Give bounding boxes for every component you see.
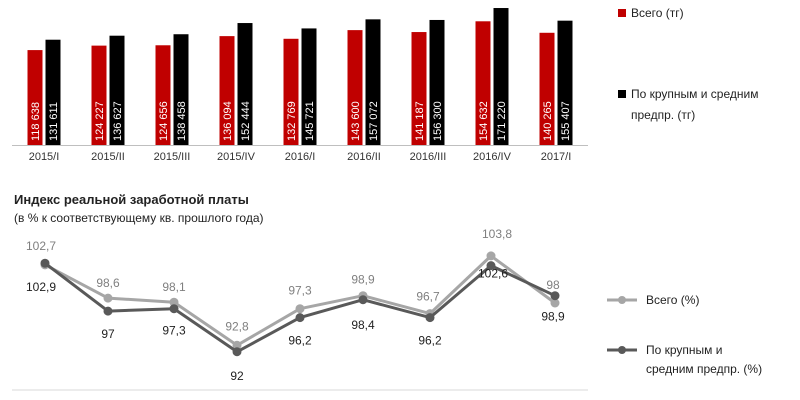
legend-label-large-line2: предпр. (тг) xyxy=(631,108,695,122)
bar-value-label-total-3: 136 094 xyxy=(222,101,234,141)
bar-x-tick-label: 2015/IV xyxy=(217,151,256,163)
line-legend: Всего (%) По крупным и средним предпр. (… xyxy=(607,293,762,376)
legend-marker-large xyxy=(618,346,626,354)
bar-large-8 xyxy=(557,20,573,145)
point-label-large-8: 98,9 xyxy=(541,310,565,324)
bar-value-label-total-4: 132 769 xyxy=(286,101,298,141)
point-large-3 xyxy=(232,347,242,357)
point-large-2 xyxy=(169,304,179,314)
bar-total-4 xyxy=(283,38,299,145)
bar-legend: Всего (тг) По крупным и средним предпр. … xyxy=(618,6,758,122)
bar-total-6 xyxy=(411,32,427,145)
bar-total-2 xyxy=(155,45,171,145)
bar-total-0 xyxy=(27,50,43,145)
bar-value-label-total-5: 143 600 xyxy=(350,101,362,141)
bar-value-label-large-0: 131 611 xyxy=(48,102,60,141)
legend-label-index-large-line2: средним предпр. (%) xyxy=(646,362,762,376)
legend-label-index-large-line1: По крупным и xyxy=(646,343,722,357)
point-label-total-4: 97,3 xyxy=(288,284,312,298)
bar-value-label-total-6: 141 187 xyxy=(414,101,426,141)
legend-swatch-total xyxy=(618,9,626,17)
bar-value-label-total-8: 140 265 xyxy=(542,101,554,141)
bar-x-tick-label: 2015/II xyxy=(91,151,125,163)
point-large-5 xyxy=(358,295,368,305)
bar-value-label-large-8: 155 407 xyxy=(560,101,572,141)
bar-value-label-total-7: 154 632 xyxy=(478,101,490,141)
point-total-7 xyxy=(486,251,496,261)
point-large-0 xyxy=(40,258,50,268)
bar-value-label-large-4: 145 721 xyxy=(304,101,316,141)
bar-large-1 xyxy=(109,35,125,146)
bar-x-tick-label: 2016/I xyxy=(285,151,316,163)
bar-large-7 xyxy=(493,8,509,145)
legend-label-index-total: Всего (%) xyxy=(646,293,699,307)
legend-label-large-line1: По крупным и средним xyxy=(631,87,758,101)
line-chart: 102,7 98,6 98,1 92,8 97,3 98,9 96,7 103,8 98 102,… xyxy=(26,227,565,383)
bar-large-0 xyxy=(45,39,61,146)
point-large-8 xyxy=(550,291,560,301)
bar-total-8 xyxy=(539,32,555,146)
bar-x-tick-label: 2016/IV xyxy=(473,151,512,163)
bar-value-label-large-5: 157 072 xyxy=(368,101,380,141)
line-chart-subtitle: (в % к соответствующему кв. прошлого год… xyxy=(14,211,264,225)
point-label-large-3: 92 xyxy=(230,369,244,383)
bar-x-tick-label: 2015/III xyxy=(154,151,191,163)
legend-marker-total xyxy=(618,296,626,304)
point-total-8 xyxy=(550,298,560,308)
point-large-6 xyxy=(425,313,435,323)
point-label-large-6: 96,2 xyxy=(418,334,442,348)
point-total-2 xyxy=(169,297,179,307)
point-large-1 xyxy=(103,306,113,316)
point-label-large-2: 97,3 xyxy=(162,324,186,338)
bar-x-tick-label: 2015/I xyxy=(29,151,60,163)
legend-swatch-large xyxy=(618,90,626,98)
legend-label-total: Всего (тг) xyxy=(631,6,684,20)
line-chart-title: Индекс реальной заработной платы xyxy=(14,192,249,207)
point-label-total-0: 102,7 xyxy=(26,239,56,253)
bar-total-1 xyxy=(91,45,107,145)
point-label-total-3: 92,8 xyxy=(225,319,249,333)
bar-total-7 xyxy=(475,21,491,145)
point-label-total-7: 103,8 xyxy=(482,227,512,241)
point-label-total-6: 96,7 xyxy=(416,290,440,304)
bar-chart: 118 638 131 611 2015/I 124 227 136 627 2015/I… xyxy=(12,8,588,163)
bar-total-3 xyxy=(219,36,235,145)
bar-large-4 xyxy=(301,28,317,145)
point-label-large-0: 102,9 xyxy=(26,280,56,294)
bar-large-6 xyxy=(429,19,445,145)
point-label-total-2: 98,1 xyxy=(162,280,186,294)
bar-x-tick-label: 2016/III xyxy=(410,151,447,163)
point-large-7 xyxy=(486,261,496,271)
point-label-total-1: 98,6 xyxy=(96,276,120,290)
point-label-large-4: 96,2 xyxy=(288,334,312,348)
point-label-large-5: 98,4 xyxy=(351,318,375,332)
bar-value-label-large-2: 138 458 xyxy=(176,101,188,141)
bar-value-label-large-3: 152 444 xyxy=(240,101,252,141)
point-label-large-1: 97 xyxy=(101,327,115,341)
bar-large-5 xyxy=(365,19,381,145)
bar-value-label-total-0: 118 638 xyxy=(30,102,42,141)
point-label-total-8: 98 xyxy=(546,278,560,292)
bar-x-tick-label: 2016/II xyxy=(347,151,381,163)
point-large-4 xyxy=(295,313,305,323)
bar-value-label-large-7: 171 220 xyxy=(496,101,508,141)
bar-x-tick-label: 2017/I xyxy=(541,151,572,163)
point-total-3 xyxy=(232,340,242,350)
point-total-4 xyxy=(295,304,305,314)
point-label-large-7: 102,6 xyxy=(478,267,508,281)
bar-value-label-large-6: 156 300 xyxy=(432,101,444,141)
bar-large-3 xyxy=(237,23,253,145)
bar-large-2 xyxy=(173,34,189,146)
point-total-1 xyxy=(103,293,113,303)
bar-value-label-total-1: 124 227 xyxy=(94,101,106,141)
bar-value-label-total-2: 124 656 xyxy=(158,101,170,141)
bar-total-5 xyxy=(347,30,363,145)
bar-value-label-large-1: 136 627 xyxy=(112,101,124,141)
point-label-total-5: 98,9 xyxy=(351,273,375,287)
